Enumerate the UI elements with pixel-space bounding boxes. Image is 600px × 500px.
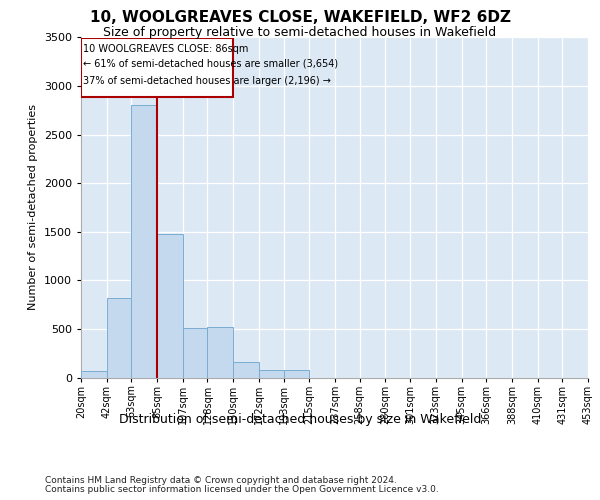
Text: Contains public sector information licensed under the Open Government Licence v3: Contains public sector information licen… — [45, 484, 439, 494]
Text: Size of property relative to semi-detached houses in Wakefield: Size of property relative to semi-detach… — [103, 26, 497, 39]
Text: 10 WOOLGREAVES CLOSE: 86sqm: 10 WOOLGREAVES CLOSE: 86sqm — [83, 44, 249, 54]
Bar — [183, 328, 208, 378]
Text: Distribution of semi-detached houses by size in Wakefield: Distribution of semi-detached houses by … — [119, 412, 481, 426]
Bar — [284, 370, 310, 378]
Bar — [208, 327, 233, 378]
Bar — [233, 362, 259, 378]
Text: Contains HM Land Registry data © Crown copyright and database right 2024.: Contains HM Land Registry data © Crown c… — [45, 476, 397, 485]
Y-axis label: Number of semi-detached properties: Number of semi-detached properties — [28, 104, 38, 310]
Bar — [81, 371, 107, 378]
Bar — [157, 234, 183, 378]
FancyBboxPatch shape — [81, 38, 233, 97]
Bar — [107, 298, 131, 378]
Text: 37% of semi-detached houses are larger (2,196) →: 37% of semi-detached houses are larger (… — [83, 76, 331, 86]
Bar — [131, 106, 157, 378]
Text: 10, WOOLGREAVES CLOSE, WAKEFIELD, WF2 6DZ: 10, WOOLGREAVES CLOSE, WAKEFIELD, WF2 6D… — [89, 10, 511, 25]
Text: ← 61% of semi-detached houses are smaller (3,654): ← 61% of semi-detached houses are smalle… — [83, 59, 338, 69]
Bar — [259, 370, 284, 378]
